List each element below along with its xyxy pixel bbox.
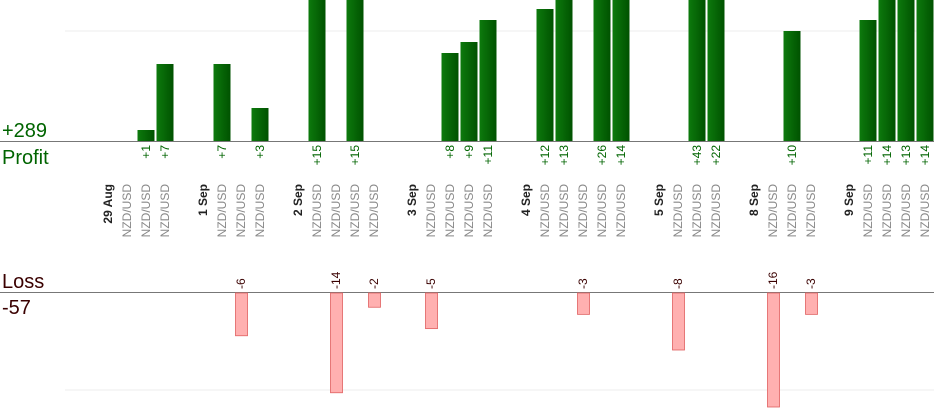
category-label: NZD/USD <box>557 184 571 238</box>
profit-bar <box>213 64 231 141</box>
loss-bar <box>368 292 381 308</box>
profit-value-label: +13 <box>557 145 571 166</box>
profit-value-label: +11 <box>481 145 495 165</box>
profit-bar <box>441 53 459 141</box>
profit-bar <box>479 20 497 141</box>
profit-label: Profit <box>2 147 49 169</box>
loss-bar <box>235 292 248 337</box>
profit-bar <box>859 20 877 141</box>
profit-value-label: +15 <box>310 145 324 166</box>
profit-value-label: +3 <box>253 145 267 159</box>
date-label: 3 Sep <box>405 184 419 216</box>
profit-value-label: +14 <box>614 145 628 166</box>
category-label: NZD/USD <box>481 184 495 238</box>
profit-bar <box>878 0 896 141</box>
profit-value-label: +9 <box>462 145 476 159</box>
category-label: NZD/USD <box>538 184 552 238</box>
category-label: NZD/USD <box>880 184 894 238</box>
loss-value-label: -14 <box>329 271 343 289</box>
profit-bar <box>346 0 364 141</box>
category-label: NZD/USD <box>785 184 799 238</box>
category-label: NZD/USD <box>462 184 476 238</box>
profit-value-label: +43 <box>690 145 704 166</box>
category-label: NZD/USD <box>595 184 609 238</box>
profit-value-label: +1 <box>139 145 153 159</box>
profit-value-label: +11 <box>861 145 875 165</box>
category-label: NZD/USD <box>576 184 590 238</box>
loss-value-label: -16 <box>766 271 780 289</box>
date-label: 9 Sep <box>842 184 856 216</box>
category-label: NZD/USD <box>690 184 704 238</box>
category-label: NZD/USD <box>158 184 172 238</box>
profit-bar <box>593 0 611 141</box>
profit-value-label: +8 <box>443 145 457 159</box>
profit-bar <box>156 64 174 141</box>
profit-value-label: +7 <box>215 145 229 159</box>
loss-bar <box>425 292 438 330</box>
category-label: NZD/USD <box>918 184 932 238</box>
profit-value-label: +22 <box>709 145 723 166</box>
category-label: NZD/USD <box>899 184 913 238</box>
loss-bar <box>577 292 590 315</box>
profit-value-label: +14 <box>918 145 932 166</box>
date-label: 5 Sep <box>652 184 666 216</box>
category-label: NZD/USD <box>329 184 343 238</box>
date-label: 1 Sep <box>196 184 210 216</box>
profit-bar <box>251 108 269 141</box>
profit-bar <box>688 0 706 141</box>
category-label: NZD/USD <box>139 184 153 238</box>
profit-bar <box>460 42 478 141</box>
loss-value-label: -3 <box>576 278 590 289</box>
category-label: NZD/USD <box>215 184 229 238</box>
profit-value-label: +10 <box>785 145 799 166</box>
profit-value-label: +26 <box>595 145 609 166</box>
loss-value-label: -8 <box>671 278 685 289</box>
profit-value-label: +13 <box>899 145 913 166</box>
category-label: NZD/USD <box>614 184 628 238</box>
loss-total: -57 <box>2 297 31 319</box>
category-label: NZD/USD <box>234 184 248 238</box>
loss-value-label: -2 <box>367 278 381 289</box>
profit-bar <box>137 130 155 141</box>
profit-bar <box>612 0 630 141</box>
profit-value-label: +15 <box>348 145 362 166</box>
profit-value-label: +7 <box>158 145 172 159</box>
profit-bar <box>707 0 725 141</box>
category-label: NZD/USD <box>253 184 267 238</box>
category-label: NZD/USD <box>443 184 457 238</box>
profit-bar <box>897 0 915 141</box>
profit-bar <box>555 0 573 141</box>
loss-bar <box>330 292 343 394</box>
date-label: 29 Aug <box>101 184 115 224</box>
category-label: NZD/USD <box>310 184 324 238</box>
category-label: NZD/USD <box>348 184 362 238</box>
profit-value-label: +12 <box>538 145 552 166</box>
loss-value-label: -6 <box>234 278 248 289</box>
profit-bar <box>916 0 934 141</box>
loss-value-label: -3 <box>804 278 818 289</box>
loss-bar <box>805 292 818 315</box>
profit-bar <box>536 9 554 141</box>
profit-bar <box>783 31 801 141</box>
loss-value-label: -5 <box>424 278 438 289</box>
category-label: NZD/USD <box>120 184 134 238</box>
category-label: NZD/USD <box>766 184 780 238</box>
date-label: 4 Sep <box>519 184 533 216</box>
category-label: NZD/USD <box>709 184 723 238</box>
profit-bar <box>308 0 326 141</box>
profit-total: +289 <box>2 120 47 142</box>
loss-bar <box>767 292 780 408</box>
date-label: 8 Sep <box>747 184 761 216</box>
profit-value-label: +14 <box>880 145 894 166</box>
loss-label: Loss <box>2 271 44 293</box>
category-label: NZD/USD <box>424 184 438 238</box>
loss-bar <box>672 292 685 351</box>
date-label: 2 Sep <box>291 184 305 216</box>
category-label: NZD/USD <box>671 184 685 238</box>
category-label: NZD/USD <box>367 184 381 238</box>
category-label: NZD/USD <box>861 184 875 238</box>
category-label: NZD/USD <box>804 184 818 238</box>
